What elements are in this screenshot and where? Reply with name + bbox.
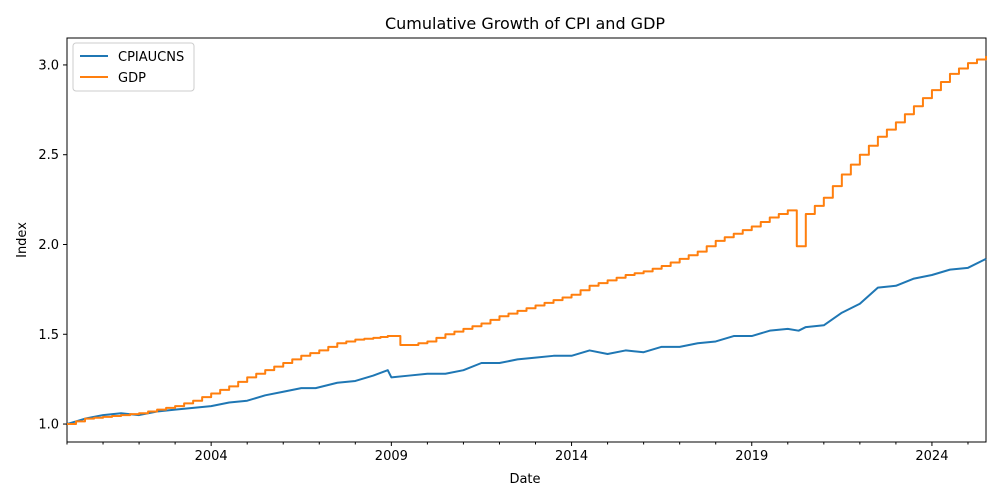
x-axis: 2004 2009 2014 2019 2024 (66, 442, 969, 464)
y-tick-label: 1.0 (38, 418, 59, 433)
x-tick-label: 2024 (915, 449, 948, 464)
x-axis-label: Date (509, 472, 540, 487)
y-axis-label: Index (15, 222, 30, 258)
chart-title: Cumulative Growth of CPI and GDP (385, 14, 665, 33)
x-tick-label: 2009 (375, 449, 408, 464)
y-tick-label: 2.0 (38, 238, 59, 253)
x-tick-label: 2019 (735, 449, 768, 464)
plot-area (66, 37, 987, 443)
x-tick-label: 2004 (195, 449, 228, 464)
legend-label-cpiaucns: CPIAUCNS (118, 50, 184, 65)
legend-label-gdp: GDP (118, 71, 146, 86)
y-axis: 1.0 1.5 2.0 2.5 3.0 (38, 58, 67, 433)
series-layer (66, 55, 987, 426)
series-line-cpiaucns (66, 257, 987, 425)
x-tick-label: 2014 (555, 449, 588, 464)
y-tick-label: 1.5 (38, 328, 59, 343)
y-tick-label: 2.5 (38, 148, 59, 163)
legend: CPIAUCNS GDP (72, 42, 195, 92)
y-tick-label: 3.0 (38, 58, 59, 73)
series-line-gdp (67, 55, 987, 426)
